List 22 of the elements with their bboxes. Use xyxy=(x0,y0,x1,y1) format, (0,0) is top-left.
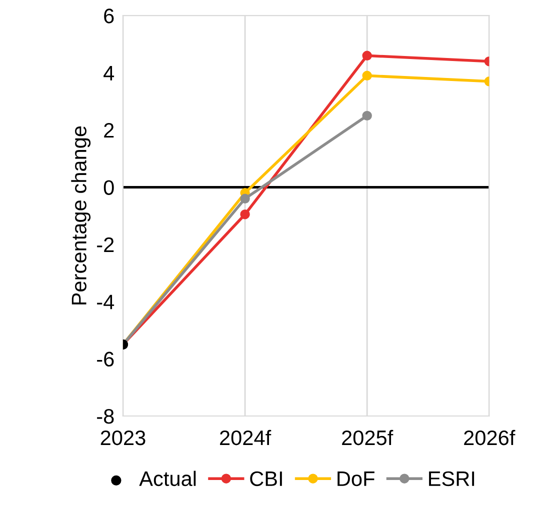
legend-label: Actual xyxy=(139,470,196,486)
legend-label: ESRI xyxy=(429,471,474,486)
legend-label: DoF xyxy=(338,472,374,486)
point xyxy=(240,210,250,220)
y-tick-label: -2 xyxy=(97,237,114,252)
point xyxy=(362,110,372,121)
x-tick-label: 2026f xyxy=(464,430,516,446)
y-tick-label: -6 xyxy=(97,352,114,367)
x-tick-label: 2023 xyxy=(100,430,146,446)
x-tick-label: 2024f xyxy=(220,430,272,446)
point xyxy=(362,50,372,60)
legend-label: CBI xyxy=(250,471,282,486)
y-tick-label: 2 xyxy=(104,123,114,138)
point xyxy=(362,70,372,81)
y-tick-label: 6 xyxy=(104,8,114,24)
y-tick-label: -4 xyxy=(97,294,114,310)
x-tick-label: 2025f xyxy=(342,430,394,446)
y-tick-label: 0 xyxy=(104,180,114,195)
y-tick-label: -8 xyxy=(97,409,114,424)
point xyxy=(240,194,250,204)
y-axis-title: Percentage change xyxy=(71,126,91,304)
y-tick-label: 4 xyxy=(104,66,114,80)
